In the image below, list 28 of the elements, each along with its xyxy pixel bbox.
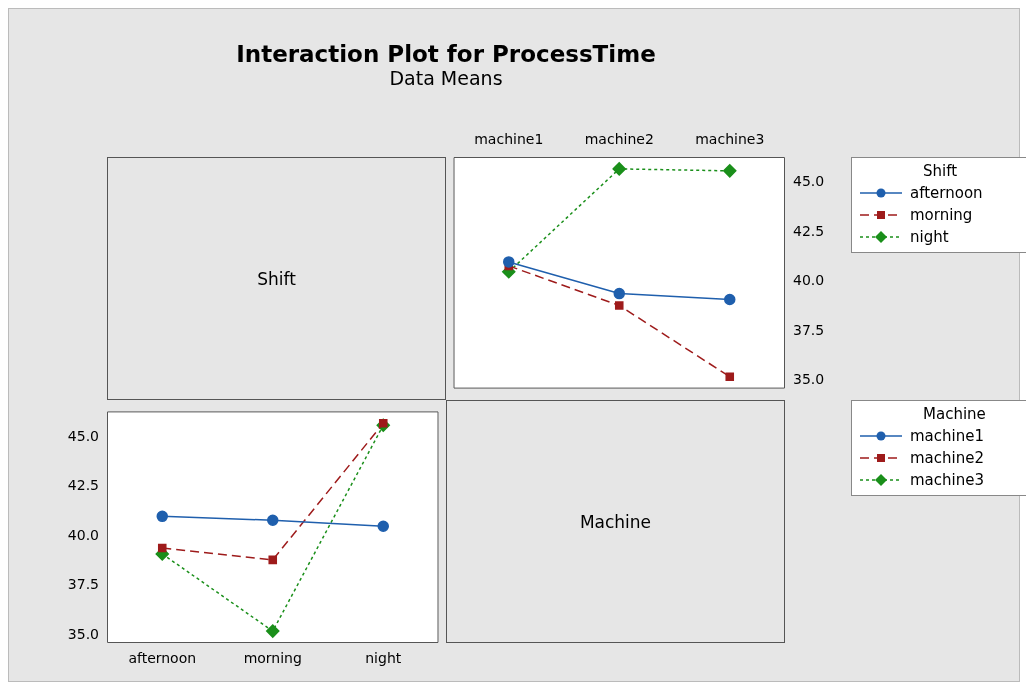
y-tick-label: 42.5 xyxy=(793,222,825,239)
legend-label: night xyxy=(910,228,949,246)
legend-label: machine2 xyxy=(910,449,985,467)
y-tick-label: 37.5 xyxy=(793,321,825,338)
y-tick-label: 37.5 xyxy=(67,576,99,593)
legend-label: afternoon xyxy=(910,184,983,202)
legend-label: machine1 xyxy=(910,427,985,445)
x-tick-label: morning xyxy=(243,650,302,667)
text: Machine xyxy=(579,511,652,532)
legend-title: Machine xyxy=(922,405,987,423)
x-tick-label: night xyxy=(365,650,402,667)
y-tick-label: 45.0 xyxy=(793,173,825,190)
y-tick-label: 35.0 xyxy=(67,625,99,642)
legend-label: morning xyxy=(910,206,973,224)
text: Data Means xyxy=(388,67,504,89)
y-tick-label: 35.0 xyxy=(793,371,825,388)
x-tick-label: machine1 xyxy=(474,131,544,148)
x-tick-label: afternoon xyxy=(128,650,197,667)
y-tick-label: 40.0 xyxy=(793,272,825,289)
x-tick-label: machine2 xyxy=(584,131,654,148)
text: Interaction Plot for ProcessTime xyxy=(235,41,657,67)
y-tick-label: 40.0 xyxy=(67,526,99,543)
legend-title: Shift xyxy=(922,162,959,180)
y-tick-label: 42.5 xyxy=(67,477,99,494)
text: Shift xyxy=(257,268,296,289)
x-tick-label: machine3 xyxy=(695,131,765,148)
legend-label: machine3 xyxy=(910,471,985,489)
y-tick-label: 45.0 xyxy=(67,427,99,444)
